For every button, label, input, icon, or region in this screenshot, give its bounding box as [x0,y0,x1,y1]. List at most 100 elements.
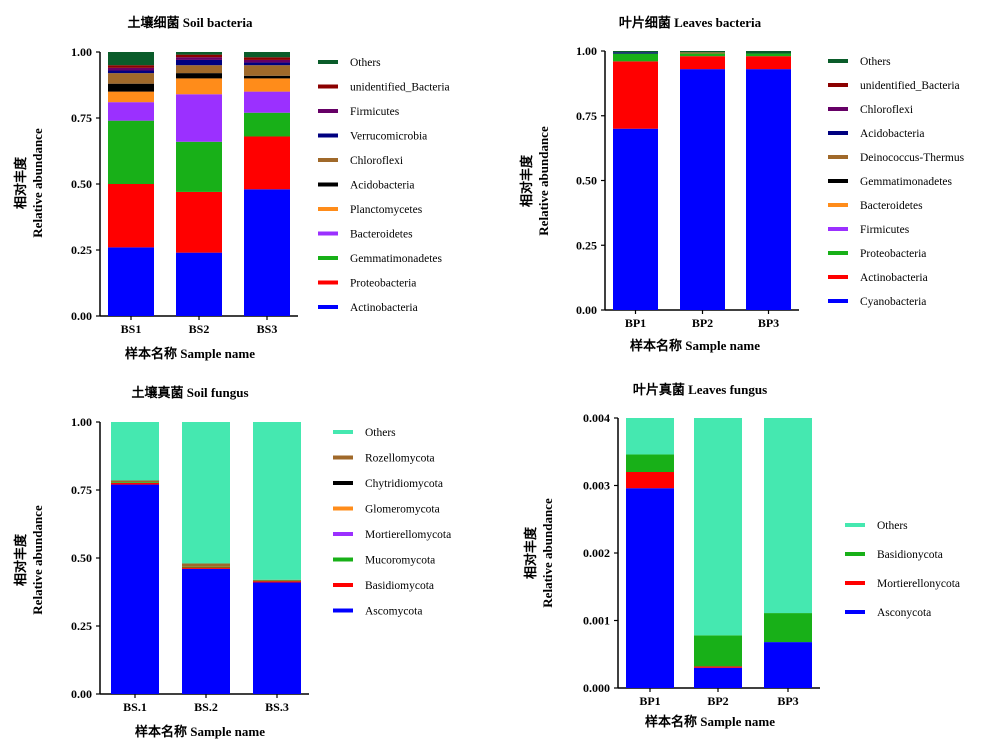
bar-segment [244,75,290,79]
legend-swatch [333,506,353,511]
x-axis-label: 样本名称 Sample name [125,346,255,361]
legend-swatch [333,430,353,434]
x-tick-label: BS.1 [123,700,147,714]
bar-segment [626,472,674,489]
legend-swatch [318,305,338,309]
chart-title: 土壤真菌 Soil fungus [131,385,248,400]
bar-segment [244,57,290,60]
bar-segment [680,56,725,70]
bar-segment [746,51,791,54]
bar-segment [176,78,222,95]
y-axis-label-cn: 相对丰度 [13,533,28,586]
legend-swatch [828,131,848,135]
y-tick-label: 0.00 [576,303,597,317]
bar-segment [176,73,222,79]
bar-segment [244,78,290,92]
bar-segment [108,184,154,248]
legend-label: Proteobacteria [350,278,416,290]
legend-swatch [318,280,338,285]
legend-label: Acidobacteria [350,180,415,192]
bar-segment [253,581,301,583]
bar-segment [746,69,791,310]
bar-segment [108,83,154,92]
bar-segment [111,482,159,483]
bar-segment [694,667,742,688]
legend-label: unidentified_Bacteria [350,82,450,94]
bar-segment [244,189,290,316]
bar-segment [746,56,791,70]
bar-segment [680,51,725,53]
bar-segment [694,418,742,636]
legend-label: Ascomycota [365,606,422,618]
legend-label: Proteobacteria [860,248,926,260]
bar-segment [108,65,154,68]
x-tick-label: BP2 [692,316,713,330]
bar-segment [108,91,154,103]
legend-label: Asconycota [877,607,931,619]
legend-swatch [828,179,848,183]
legend-label: Verrucomicrobia [350,131,427,143]
legend-label: Actinobacteria [350,302,418,314]
y-tick-label: 0.75 [576,109,597,123]
legend-swatch [333,608,353,613]
bar-segment [111,482,159,485]
y-tick-label: 0.75 [71,111,92,125]
y-axis-label-cn: 相对丰度 [519,154,534,207]
legend-swatch [828,227,848,231]
x-tick-label: BS1 [121,322,142,336]
bar-segment [764,613,812,643]
y-tick-label: 0.002 [583,546,610,560]
legend-swatch [828,251,848,255]
legend-label: Mortierellomycota [365,529,451,541]
legend-label: Mortierellonycota [877,578,960,590]
y-tick-label: 0.003 [583,479,610,493]
panel-leaves-fungus: 叶片真菌 Leaves fungus 样本名称 Sample name 相对丰度… [523,382,960,729]
y-tick-label: 1.00 [71,45,92,59]
legend-swatch [333,583,353,587]
bar-segment [176,65,222,74]
y-axis-label-cn: 相对丰度 [523,526,538,579]
x-tick-label: BP2 [707,694,728,708]
bar-segment [176,94,222,142]
bar-segment [108,67,154,71]
legend-swatch [828,107,848,111]
legend-swatch [318,207,338,211]
bar-segment [253,579,301,581]
bar-segment [613,128,658,310]
y-axis-label: Relative abundance [540,498,555,608]
x-tick-label: BS.2 [194,700,218,714]
legend-label: Bacteroidetes [860,200,923,212]
bar-segment [108,120,154,184]
panel-soil-fungus: 土壤真菌 Soil fungus 样本名称 Sample name 相对丰度 R… [13,385,451,739]
y-tick-label: 0.25 [71,243,92,257]
legend-label: Gemmatimonadetes [350,253,442,265]
legend-label: Acidobacteria [860,128,925,140]
x-axis-label: 样本名称 Sample name [630,338,760,353]
bar-segment [613,61,658,129]
bar-segment [626,454,674,472]
legend-swatch [828,83,848,87]
legend-label: Others [877,520,908,532]
bar-segment [694,635,742,667]
chart-title: 叶片细菌 Leaves bacteria [619,15,762,30]
bar-segment [680,52,725,54]
legend-swatch [318,60,338,64]
x-tick-label: BP3 [777,694,798,708]
x-tick-label: BS.3 [265,700,289,714]
bar-segment [111,484,159,694]
y-axis-label-cn: 相对丰度 [13,156,28,209]
panel-soil-bacteria: 土壤细菌 Soil bacteria 样本名称 Sample name 相对丰度… [13,15,450,361]
bar-segment [253,422,301,580]
legend-label: Cyanobacteria [860,296,926,308]
bar-segment [111,422,159,481]
legend-label: Others [350,57,381,69]
bar-segment [108,102,154,121]
bar-segment [176,252,222,316]
bar-segment [694,666,742,668]
bar-segment [182,566,230,568]
legend-label: Mucoromycota [365,555,435,567]
legend-label: Basidionycota [877,549,943,561]
legend-label: Bacteroidetes [350,229,413,241]
y-tick-label: 0.50 [576,174,597,188]
